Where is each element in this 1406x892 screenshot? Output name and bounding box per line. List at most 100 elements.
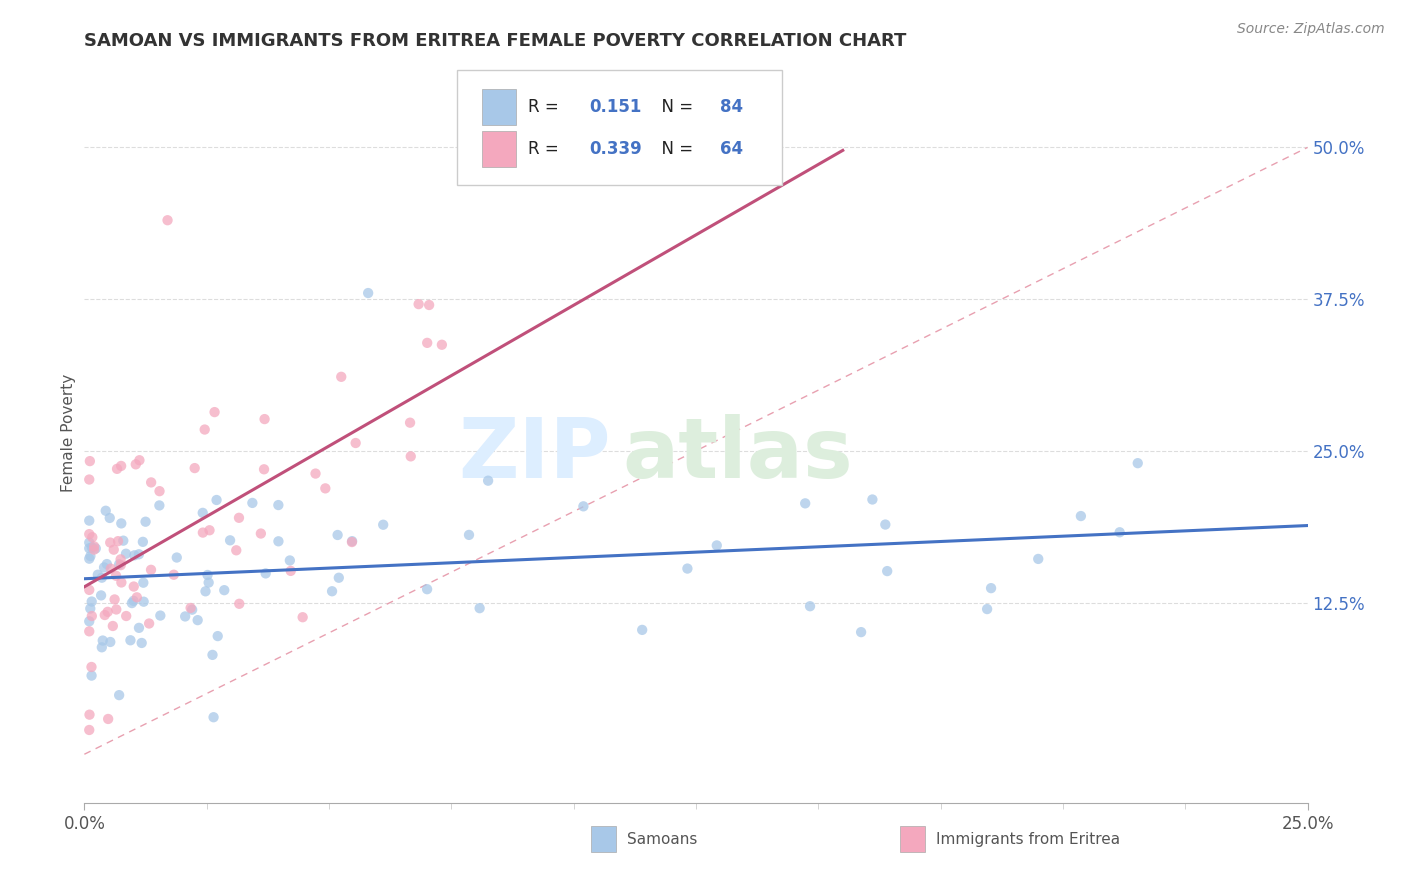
Point — [105, 568, 128, 582]
Point — [148, 484, 170, 499]
Point — [139, 475, 162, 490]
Point — [110, 558, 132, 573]
Text: Samoans: Samoans — [627, 831, 697, 847]
Point — [194, 584, 217, 599]
Text: 0.339: 0.339 — [589, 140, 643, 158]
Text: atlas: atlas — [623, 414, 853, 495]
Point — [122, 580, 145, 594]
Point — [326, 528, 349, 542]
Point — [205, 493, 228, 508]
Point — [418, 298, 440, 312]
Point — [163, 567, 186, 582]
Point — [198, 523, 221, 537]
Point — [174, 609, 197, 624]
Point — [128, 547, 150, 561]
Point — [860, 492, 883, 507]
Point — [94, 607, 117, 622]
Text: 0.151: 0.151 — [589, 98, 643, 116]
Point — [138, 616, 160, 631]
Point — [1026, 552, 1049, 566]
Text: SAMOAN VS IMMIGRANTS FROM ERITREA FEMALE POVERTY CORRELATION CHART: SAMOAN VS IMMIGRANTS FROM ERITREA FEMALE… — [84, 32, 907, 50]
Point — [108, 558, 131, 572]
Point — [110, 458, 132, 473]
Point — [77, 582, 100, 597]
Text: R =: R = — [529, 98, 564, 116]
Point — [187, 613, 209, 627]
Point — [77, 541, 100, 556]
FancyBboxPatch shape — [457, 70, 782, 185]
Point — [97, 605, 120, 619]
Point — [105, 602, 128, 616]
Point — [132, 534, 155, 549]
FancyBboxPatch shape — [482, 131, 516, 167]
Point — [77, 535, 100, 549]
Y-axis label: Female Poverty: Female Poverty — [60, 374, 76, 491]
Point — [128, 453, 150, 467]
Point — [799, 599, 821, 614]
Point — [122, 594, 145, 608]
Point — [191, 506, 214, 520]
Point — [477, 474, 499, 488]
Point — [207, 629, 229, 643]
Point — [79, 454, 101, 468]
Point — [90, 571, 112, 585]
Point — [328, 571, 350, 585]
Point — [79, 601, 101, 615]
Point — [104, 592, 127, 607]
Point — [631, 623, 654, 637]
Point — [98, 535, 121, 549]
Point — [225, 543, 247, 558]
Point — [980, 581, 1002, 595]
Point — [228, 511, 250, 525]
Point — [135, 515, 157, 529]
Point — [80, 668, 103, 682]
Point — [77, 473, 100, 487]
Point — [849, 625, 872, 640]
Point — [191, 525, 214, 540]
Point — [148, 499, 170, 513]
Point — [110, 575, 132, 590]
Point — [181, 602, 204, 616]
Point — [228, 597, 250, 611]
Point — [183, 461, 205, 475]
Point — [253, 462, 276, 476]
Point — [340, 534, 363, 549]
Point — [572, 500, 595, 514]
Point — [91, 633, 114, 648]
Point — [875, 517, 897, 532]
Point — [105, 462, 128, 476]
Point — [132, 595, 155, 609]
Point — [340, 535, 363, 549]
Point — [80, 660, 103, 674]
Point — [100, 561, 122, 575]
Point — [77, 551, 100, 566]
Point — [253, 412, 276, 426]
Point — [83, 540, 105, 554]
Point — [139, 563, 162, 577]
Point — [115, 547, 138, 561]
Point — [430, 337, 453, 351]
Point — [212, 583, 235, 598]
Point — [676, 561, 699, 575]
Point — [1108, 525, 1130, 540]
Point — [373, 517, 395, 532]
Point — [101, 619, 124, 633]
Point — [408, 297, 430, 311]
Point — [876, 564, 898, 578]
Point — [93, 560, 115, 574]
Point — [128, 621, 150, 635]
Point — [1126, 456, 1149, 470]
Point — [94, 504, 117, 518]
Point — [77, 615, 100, 629]
Point — [201, 648, 224, 662]
Point — [107, 534, 129, 549]
Point — [267, 498, 290, 512]
Point — [280, 564, 302, 578]
Point — [115, 609, 138, 624]
Text: Source: ZipAtlas.com: Source: ZipAtlas.com — [1237, 22, 1385, 37]
Point — [794, 496, 817, 510]
Point — [399, 416, 422, 430]
Point — [77, 514, 100, 528]
Point — [416, 582, 439, 597]
Point — [80, 609, 103, 624]
